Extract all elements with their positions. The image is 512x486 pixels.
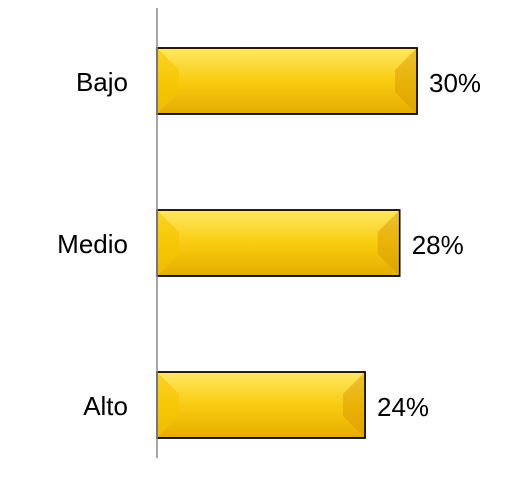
bar-bevel [377,210,400,276]
bar [156,47,418,115]
bar-bevel [157,48,179,114]
value-label: 28% [412,230,464,260]
bar-bevel [157,372,179,438]
value-label: 24% [377,392,429,422]
category-label: Medio [57,229,128,259]
bar-bevel [395,48,418,114]
category-label: Alto [83,391,128,421]
value-label: 30% [429,68,481,98]
bar [156,209,401,277]
bar-bevel [157,210,179,276]
bar-bevel [343,372,366,438]
category-label: Bajo [76,67,128,97]
bar [156,371,366,439]
